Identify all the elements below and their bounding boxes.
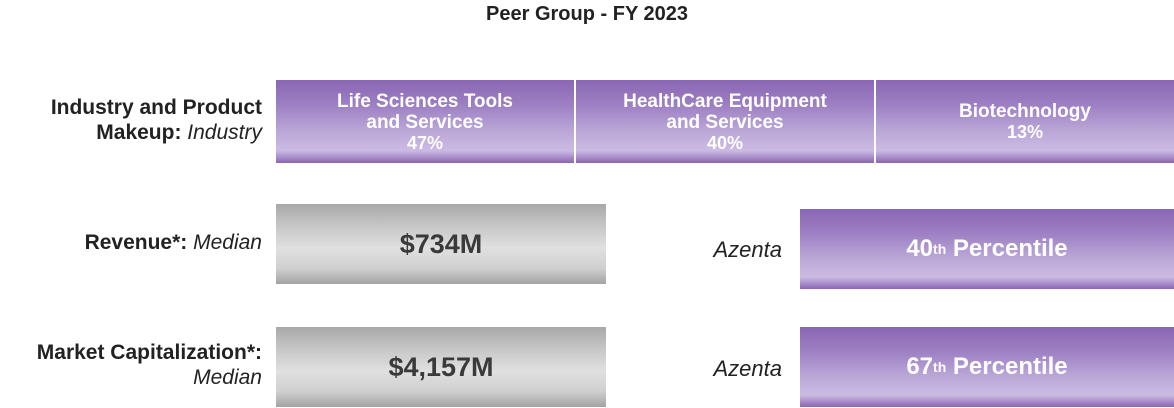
segment-pct: 47% [406, 132, 444, 153]
percentile-number: 40 [906, 235, 934, 262]
segment-name-line1: HealthCare Equipment [623, 90, 827, 112]
percentile-word: Percentile [952, 353, 1068, 380]
segment-pct: 13% [1006, 122, 1044, 142]
revenue-company-label: Azenta [713, 237, 783, 262]
revenue-median-value: $734M [276, 204, 606, 284]
page-title: Peer Group - FY 2023 [486, 3, 688, 25]
industry-label-line1: Industry and Product [50, 96, 262, 119]
market-cap-company-label: Azenta [713, 356, 783, 381]
segment-name-line2: and Services [666, 111, 784, 133]
industry-segment-biotech: Biotechnology 13% [876, 80, 1174, 163]
revenue-label-italic: Median [193, 231, 262, 254]
industry-label: Industry and Product Makeup: Industry [51, 95, 262, 145]
percentile-word: Percentile [952, 235, 1068, 262]
industry-segment-healthcare: HealthCare Equipment and Services 40% [576, 80, 874, 163]
revenue-label-bold: Revenue*: [84, 231, 188, 254]
segment-divider [574, 80, 576, 163]
percentile-number: 67 [906, 353, 934, 380]
segment-name-line1: Biotechnology [959, 101, 1091, 122]
revenue-label: Revenue*: Median [85, 230, 262, 255]
segment-divider [874, 80, 876, 163]
market-cap-label-italic: Median [193, 366, 262, 389]
segment-name-line1: Life Sciences Tools [337, 90, 513, 112]
segment-name-line2: and Services [366, 111, 484, 133]
segment-pct: 40% [706, 132, 744, 153]
industry-label-italic: Industry [187, 121, 262, 144]
market-cap-label: Market Capitalization*: Median [37, 340, 262, 390]
industry-label-bold2: Makeup: [96, 121, 182, 144]
industry-segment-life-sciences: Life Sciences Tools and Services 47% [276, 80, 574, 163]
market-cap-label-bold: Market Capitalization*: [36, 341, 262, 364]
market-cap-median-value: $4,157M [276, 327, 606, 407]
